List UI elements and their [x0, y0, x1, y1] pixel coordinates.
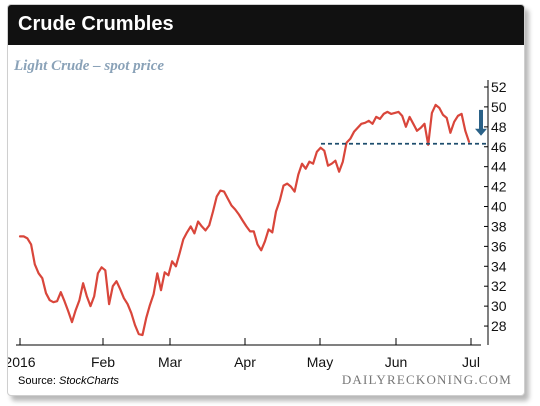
y-tick-label: 48 [491, 119, 507, 135]
down-arrow-icon [479, 109, 483, 130]
source-note: Source: StockCharts [18, 375, 119, 387]
y-tick-label: 38 [491, 218, 507, 234]
y-tick-label: 36 [491, 238, 507, 254]
y-tick-label: 28 [491, 318, 507, 334]
chart-subtitle: Light Crude – spot price [14, 58, 165, 74]
series-group [18, 103, 487, 337]
source-prefix: Source: [18, 375, 56, 387]
y-tick-label: 44 [491, 159, 507, 175]
y-tick-label: 32 [491, 278, 507, 294]
chart-title: Crude Crumbles [18, 13, 174, 35]
x-tick-label: May [307, 354, 333, 370]
y-tick-label: 34 [491, 258, 507, 274]
down-arrow-head-icon [475, 128, 487, 136]
x-tick-label: Jun [385, 354, 408, 370]
x-tick-label: Mar [158, 354, 182, 370]
title-bar: Crude Crumbles [8, 5, 524, 45]
y-tick-label: 50 [491, 99, 507, 115]
source-name: StockCharts [58, 375, 119, 387]
y-tick-label: 42 [491, 179, 507, 195]
y-tick-label: 52 [491, 79, 507, 95]
brand-watermark: DAILYRECKONING.COM [341, 372, 512, 387]
y-tick-label: 40 [491, 199, 507, 215]
price-line [18, 103, 471, 337]
x-tick-label: Feb [91, 354, 115, 370]
chart-card: Crude Crumbles Light Crude – spot price … [7, 4, 525, 396]
y-tick-label: 46 [491, 139, 507, 155]
y-tick-label: 30 [491, 298, 507, 314]
x-tick-label: Apr [234, 354, 256, 370]
x-tick-label: Jul [462, 354, 480, 370]
